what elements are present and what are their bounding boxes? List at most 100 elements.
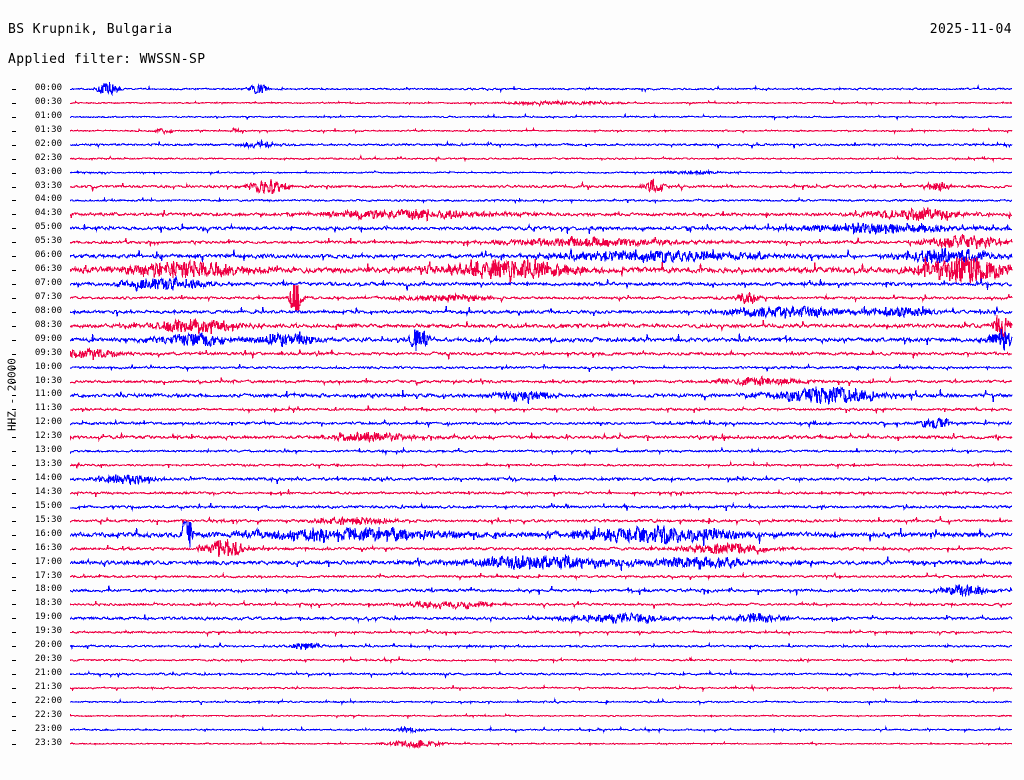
trace-line: [70, 112, 1013, 122]
time-tick: [12, 200, 16, 202]
trace-line: [70, 474, 1013, 487]
time-tick: [12, 284, 16, 286]
date-label: 2025-11-04: [929, 22, 1012, 37]
trace-line: [70, 641, 1013, 651]
time-tick: [12, 116, 16, 118]
time-tick: [12, 311, 16, 313]
trace-line: [70, 628, 1013, 638]
trace-line: [70, 460, 1013, 470]
time-label: 14:00: [34, 473, 62, 484]
time-label: 12:30: [34, 431, 62, 442]
trace-line: [70, 538, 1013, 557]
time-tick: [12, 701, 16, 703]
time-tick: [12, 144, 16, 146]
time-label: 10:30: [34, 375, 62, 386]
time-tick: [12, 687, 16, 689]
time-tick: [12, 743, 16, 745]
trace-line: [70, 553, 1013, 571]
time-label: 21:30: [34, 681, 62, 692]
time-label: 21:00: [34, 668, 62, 679]
time-label: 11:30: [34, 403, 62, 414]
trace-line: [70, 314, 1013, 338]
time-tick: [12, 437, 16, 439]
time-label: 17:00: [34, 556, 62, 567]
trace-line: [70, 501, 1012, 512]
time-label: 03:30: [34, 180, 62, 191]
trace-line: [70, 154, 1013, 163]
time-tick: [12, 409, 16, 411]
time-tick: [12, 618, 16, 620]
trace-line: [70, 725, 1013, 734]
trace-line: [70, 178, 1013, 195]
time-label: 20:30: [34, 654, 62, 665]
time-label: 13:00: [34, 445, 62, 456]
helicorder-plot: 00:00 00:30 01:00 01:30 02:00 02:30 03:00 03:30…: [0, 78, 1024, 778]
time-label: 08:30: [34, 319, 62, 330]
time-tick: [12, 172, 16, 174]
time-label: 05:00: [34, 222, 62, 233]
trace-line: [70, 233, 1013, 249]
trace-line: [70, 207, 1012, 222]
time-label: 19:00: [34, 612, 62, 623]
time-axis: 00:00 00:30 01:00 01:30 02:00 02:30 03:00 03:30…: [0, 78, 72, 778]
time-label: 15:30: [34, 514, 62, 525]
trace-line: [70, 347, 1013, 361]
trace-line: [70, 257, 1013, 285]
time-label: 04:30: [34, 208, 62, 219]
trace-line: [70, 329, 1013, 352]
trace-line: [70, 712, 1013, 720]
trace-line: [70, 431, 1013, 443]
time-label: 01:30: [34, 124, 62, 135]
time-label: 07:00: [34, 278, 62, 289]
trace-line: [70, 196, 1013, 205]
time-tick: [12, 729, 16, 731]
time-tick: [12, 562, 16, 564]
time-label: 02:30: [34, 152, 62, 163]
time-tick: [12, 130, 16, 132]
time-label: 05:30: [34, 236, 62, 247]
trace-line: [70, 739, 1013, 749]
trace-line: [70, 417, 1012, 429]
time-label: 04:00: [34, 194, 62, 205]
time-label: 00:30: [34, 96, 62, 107]
time-label: 16:30: [34, 542, 62, 553]
time-tick: [12, 576, 16, 578]
trace-line: [70, 571, 1013, 581]
time-tick: [12, 228, 16, 230]
time-tick: [12, 325, 16, 327]
trace-line: [70, 405, 1013, 415]
time-label: 13:30: [34, 459, 62, 470]
trace-line: [70, 247, 1013, 265]
trace-line: [70, 584, 1013, 597]
time-label: 22:30: [34, 709, 62, 720]
time-tick: [12, 186, 16, 188]
time-tick: [12, 423, 16, 425]
time-label: 07:30: [34, 291, 62, 302]
time-tick: [12, 660, 16, 662]
trace-line: [70, 275, 1013, 292]
time-label: 22:00: [34, 695, 62, 706]
time-label: 03:00: [34, 166, 62, 177]
time-label: 01:00: [34, 110, 62, 121]
trace-line: [70, 488, 1013, 498]
time-tick: [12, 158, 16, 160]
time-tick: [12, 632, 16, 634]
time-label: 02:00: [34, 138, 62, 149]
trace-line: [70, 611, 1013, 624]
trace-line: [70, 305, 1013, 319]
time-label: 06:00: [34, 250, 62, 261]
filter-label: Applied filter: WWSSN-SP: [8, 52, 206, 67]
seismogram-traces: [70, 82, 1013, 749]
time-label: 23:00: [34, 723, 62, 734]
time-label: 09:30: [34, 347, 62, 358]
time-tick: [12, 353, 16, 355]
trace-line: [70, 446, 1013, 456]
trace-line: [70, 520, 1013, 548]
trace-line: [70, 668, 1013, 680]
time-tick: [12, 465, 16, 467]
time-label: 06:30: [34, 264, 62, 275]
time-label: 20:00: [34, 640, 62, 651]
station-title: BS Krupnik, Bulgaria: [8, 22, 173, 37]
time-tick: [12, 367, 16, 369]
trace-line: [70, 655, 1013, 665]
